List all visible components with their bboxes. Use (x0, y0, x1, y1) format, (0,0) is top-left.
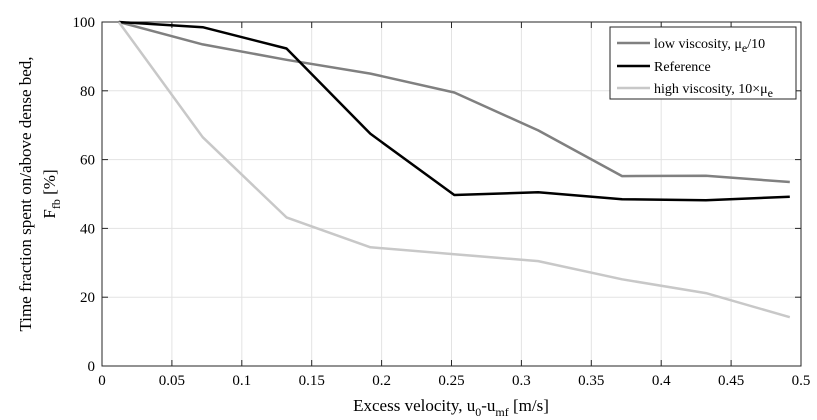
x-tick-label: 0.4 (652, 373, 671, 389)
y-tick-label: 20 (80, 290, 95, 306)
y-axis-label-line2: Ffb [%] (40, 169, 63, 218)
y-axis-label-unit: [%] (40, 169, 59, 199)
x-tick-label: 0.15 (299, 373, 325, 389)
y-tick-label: 60 (80, 153, 95, 169)
x-tick-label: 0.1 (232, 373, 251, 389)
legend-label-low-viscosity-sub: e (742, 41, 747, 55)
x-tick-label: 0.35 (578, 373, 604, 389)
x-tick-label: 0.05 (159, 373, 185, 389)
legend: low viscosity, μe/10 Reference high visc… (609, 26, 797, 100)
x-axis-label-sub2: mf (495, 405, 508, 419)
x-tick-label: 0.3 (512, 373, 531, 389)
x-tick-label: 0.45 (718, 373, 744, 389)
y-axis-label: Time fraction spent on/above dense bed, … (16, 56, 63, 331)
legend-label-high-viscosity-main: high viscosity, 10×μ (654, 82, 768, 97)
y-axis-label-line1: Time fraction spent on/above dense bed, (16, 56, 35, 331)
legend-label-low-viscosity-tail: /10 (747, 37, 765, 52)
x-axis-label-tail: [m/s] (509, 396, 549, 415)
y-axis-label-symbol: F (40, 209, 59, 218)
legend-label-low-viscosity: low viscosity, μe/10 (654, 37, 765, 55)
y-tick-label: 100 (73, 15, 96, 31)
y-tick-label: 0 (88, 359, 96, 375)
x-axis-label-mid: -u (481, 396, 496, 415)
x-axis-label: Excess velocity, u0-umf [m/s] (353, 396, 549, 419)
x-tick-label: 0.25 (438, 373, 464, 389)
legend-label-low-viscosity-main: low viscosity, μ (654, 37, 742, 52)
series-line-reference (118, 20, 790, 202)
series-lines (117, 20, 791, 319)
x-tick-label: 0.5 (792, 373, 811, 389)
x-axis-label-sub1: 0 (475, 405, 481, 419)
y-tick-label: 80 (80, 84, 95, 100)
series-line-high-viscosity (117, 21, 791, 319)
legend-label-high-viscosity-sub: e (768, 86, 773, 100)
tick-labels: 0 0.05 0.1 0.15 0.2 0.25 0.3 0.35 0.4 0.45 0.5 0 20 4… (73, 15, 811, 389)
x-tick-label: 0 (98, 373, 106, 389)
x-axis-label-main: Excess velocity, u (353, 396, 476, 415)
y-tick-label: 40 (80, 221, 95, 237)
legend-label-reference: Reference (654, 60, 711, 75)
legend-label-high-viscosity: high viscosity, 10×μe (654, 82, 773, 100)
x-tick-label: 0.2 (372, 373, 391, 389)
tick-marks (101, 21, 802, 367)
series-line-low-viscosity (118, 20, 790, 184)
y-axis-label-sub: fb (49, 199, 63, 209)
